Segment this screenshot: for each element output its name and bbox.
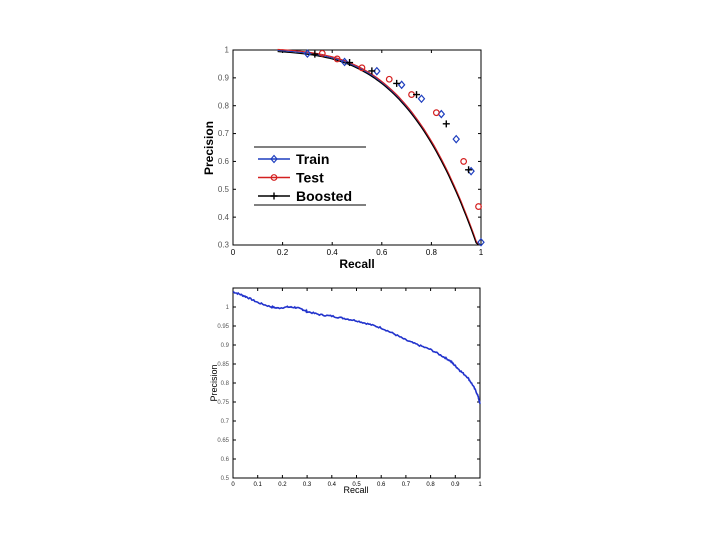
y-axis-label-bottom: Precision: [209, 364, 219, 401]
x-tick-label: 1: [478, 482, 482, 488]
chart-bottom: 0 0.1 0.2 0.3 0.4 0.5 0.6 0.7 0.8 0.9 1 0.5 0.6 0.65 0…: [209, 287, 482, 495]
y-tick-label: 0.65: [217, 438, 229, 444]
legend-marker-train: [270, 154, 278, 164]
plot-frame-bottom: [232, 287, 481, 479]
ticks-top: 0 0.2 0.4 0.6 0.8 1 0.3 0.4 0.5 0.6 0.7 0.8 0.9 1: [218, 46, 484, 257]
y-tick-label: 0.5: [221, 476, 230, 482]
point-test: [358, 64, 366, 72]
y-axis-label-top: Precision: [202, 121, 216, 175]
point-boosted: [368, 67, 376, 75]
point-boosted: [311, 50, 319, 58]
y-tick-label: 1: [225, 46, 230, 55]
x-tick-label: 0.3: [303, 482, 312, 488]
legend-label-train: Train: [296, 151, 329, 167]
series-bottom: [232, 291, 481, 405]
ticks-bottom: 0 0.1 0.2 0.3 0.4 0.5 0.6 0.7 0.8 0.9 1 0.5 0.6 0.65 0…: [217, 287, 482, 488]
point-boosted: [442, 120, 450, 128]
chart-top: 0 0.2 0.4 0.6 0.8 1 0.3 0.4 0.5 0.6 0.7 0.8 0.9 1 Tra…: [202, 46, 485, 271]
x-axis-label-bottom: Recall: [343, 485, 368, 495]
series-line-boosted: [277, 51, 481, 246]
point-train: [477, 237, 485, 247]
x-tick-label: 0.9: [451, 482, 460, 488]
point-test: [460, 158, 468, 165]
legend-label-test: Test: [296, 170, 324, 186]
point-train: [373, 66, 381, 76]
point-test: [385, 75, 393, 83]
series-line-test: [277, 48, 481, 246]
y-tick-label: 0.6: [218, 157, 230, 166]
x-tick-label: 0.4: [328, 482, 337, 488]
legend-label-boosted: Boosted: [296, 188, 352, 204]
y-tick-label: 0.5: [218, 185, 230, 194]
x-tick-label: 0.1: [254, 482, 263, 488]
point-boosted: [346, 59, 354, 67]
y-tick-label: 0.4: [218, 213, 230, 222]
series-top: [277, 48, 485, 247]
legend-top: Train Test Boosted: [254, 146, 366, 206]
point-test: [333, 55, 341, 63]
x-tick-label: 0: [231, 248, 236, 257]
y-tick-label: 0.8: [218, 101, 230, 110]
x-tick-label: 0.8: [426, 482, 435, 488]
x-axis-label-top: Recall: [339, 257, 374, 271]
point-test: [318, 49, 326, 57]
y-tick-label: 0.9: [218, 74, 230, 83]
point-boosted: [393, 79, 401, 87]
x-tick-label: 0.8: [426, 248, 438, 257]
point-train: [452, 134, 460, 144]
legend-marker-boosted: [270, 192, 278, 200]
point-boosted: [413, 91, 421, 99]
y-tick-label: 0.6: [221, 457, 230, 463]
x-tick-label: 0.2: [278, 482, 287, 488]
point-train: [340, 57, 349, 67]
y-tick-label: 0.85: [217, 362, 229, 368]
series-line-precision: [232, 291, 481, 405]
y-tick-label: 0.3: [218, 241, 230, 250]
point-train: [417, 94, 426, 104]
x-tick-label: 0.6: [377, 482, 386, 488]
x-tick-label: 0.7: [402, 482, 411, 488]
y-tick-label: 0.75: [217, 400, 229, 406]
point-test: [475, 203, 482, 210]
x-tick-label: 1: [479, 248, 484, 257]
y-tick-label: 0.95: [217, 324, 229, 330]
x-tick-label: 0.4: [327, 248, 339, 257]
point-boosted: [465, 166, 473, 174]
x-tick-label: 0.6: [376, 248, 388, 257]
x-tick-label: 0: [231, 482, 235, 488]
y-tick-label: 1: [226, 305, 230, 311]
y-tick-label: 0.7: [221, 419, 230, 425]
x-tick-label: 0.2: [277, 248, 289, 257]
y-tick-label: 0.9: [221, 343, 230, 349]
x-tick-label: 0.5: [352, 482, 361, 488]
point-test: [432, 109, 440, 117]
legend-marker-test: [270, 174, 278, 181]
point-train: [303, 49, 312, 59]
y-tick-label: 0.7: [218, 129, 230, 138]
y-tick-label: 0.8: [221, 381, 230, 387]
